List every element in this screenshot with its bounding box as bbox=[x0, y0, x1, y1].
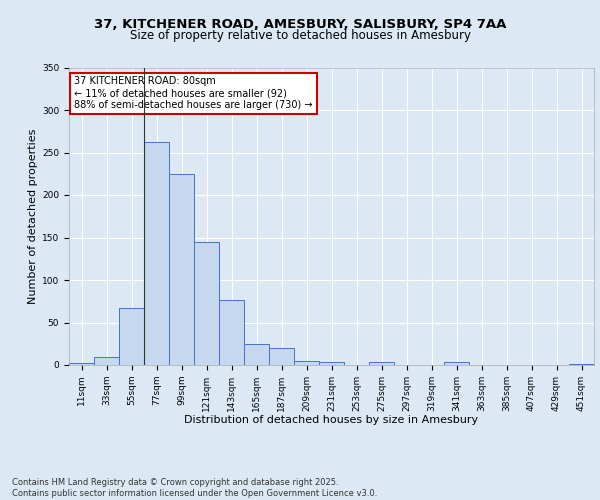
Bar bbox=[219, 300, 244, 365]
Y-axis label: Number of detached properties: Number of detached properties bbox=[28, 128, 38, 304]
Text: Size of property relative to detached houses in Amesbury: Size of property relative to detached ho… bbox=[130, 29, 470, 42]
Bar bbox=[144, 142, 169, 365]
Bar bbox=[444, 362, 469, 365]
Bar bbox=[244, 344, 269, 365]
Bar bbox=[269, 348, 294, 365]
Bar bbox=[94, 358, 119, 365]
Bar bbox=[119, 308, 144, 365]
Bar bbox=[569, 364, 594, 365]
Text: 37, KITCHENER ROAD, AMESBURY, SALISBURY, SP4 7AA: 37, KITCHENER ROAD, AMESBURY, SALISBURY,… bbox=[94, 18, 506, 30]
Bar bbox=[69, 364, 94, 365]
Text: Contains HM Land Registry data © Crown copyright and database right 2025.
Contai: Contains HM Land Registry data © Crown c… bbox=[12, 478, 377, 498]
Bar bbox=[319, 362, 344, 365]
Bar bbox=[169, 174, 194, 365]
Bar bbox=[194, 242, 219, 365]
Bar bbox=[294, 361, 319, 365]
Text: 37 KITCHENER ROAD: 80sqm
← 11% of detached houses are smaller (92)
88% of semi-d: 37 KITCHENER ROAD: 80sqm ← 11% of detach… bbox=[74, 76, 313, 110]
X-axis label: Distribution of detached houses by size in Amesbury: Distribution of detached houses by size … bbox=[184, 416, 479, 426]
Bar bbox=[369, 362, 394, 365]
